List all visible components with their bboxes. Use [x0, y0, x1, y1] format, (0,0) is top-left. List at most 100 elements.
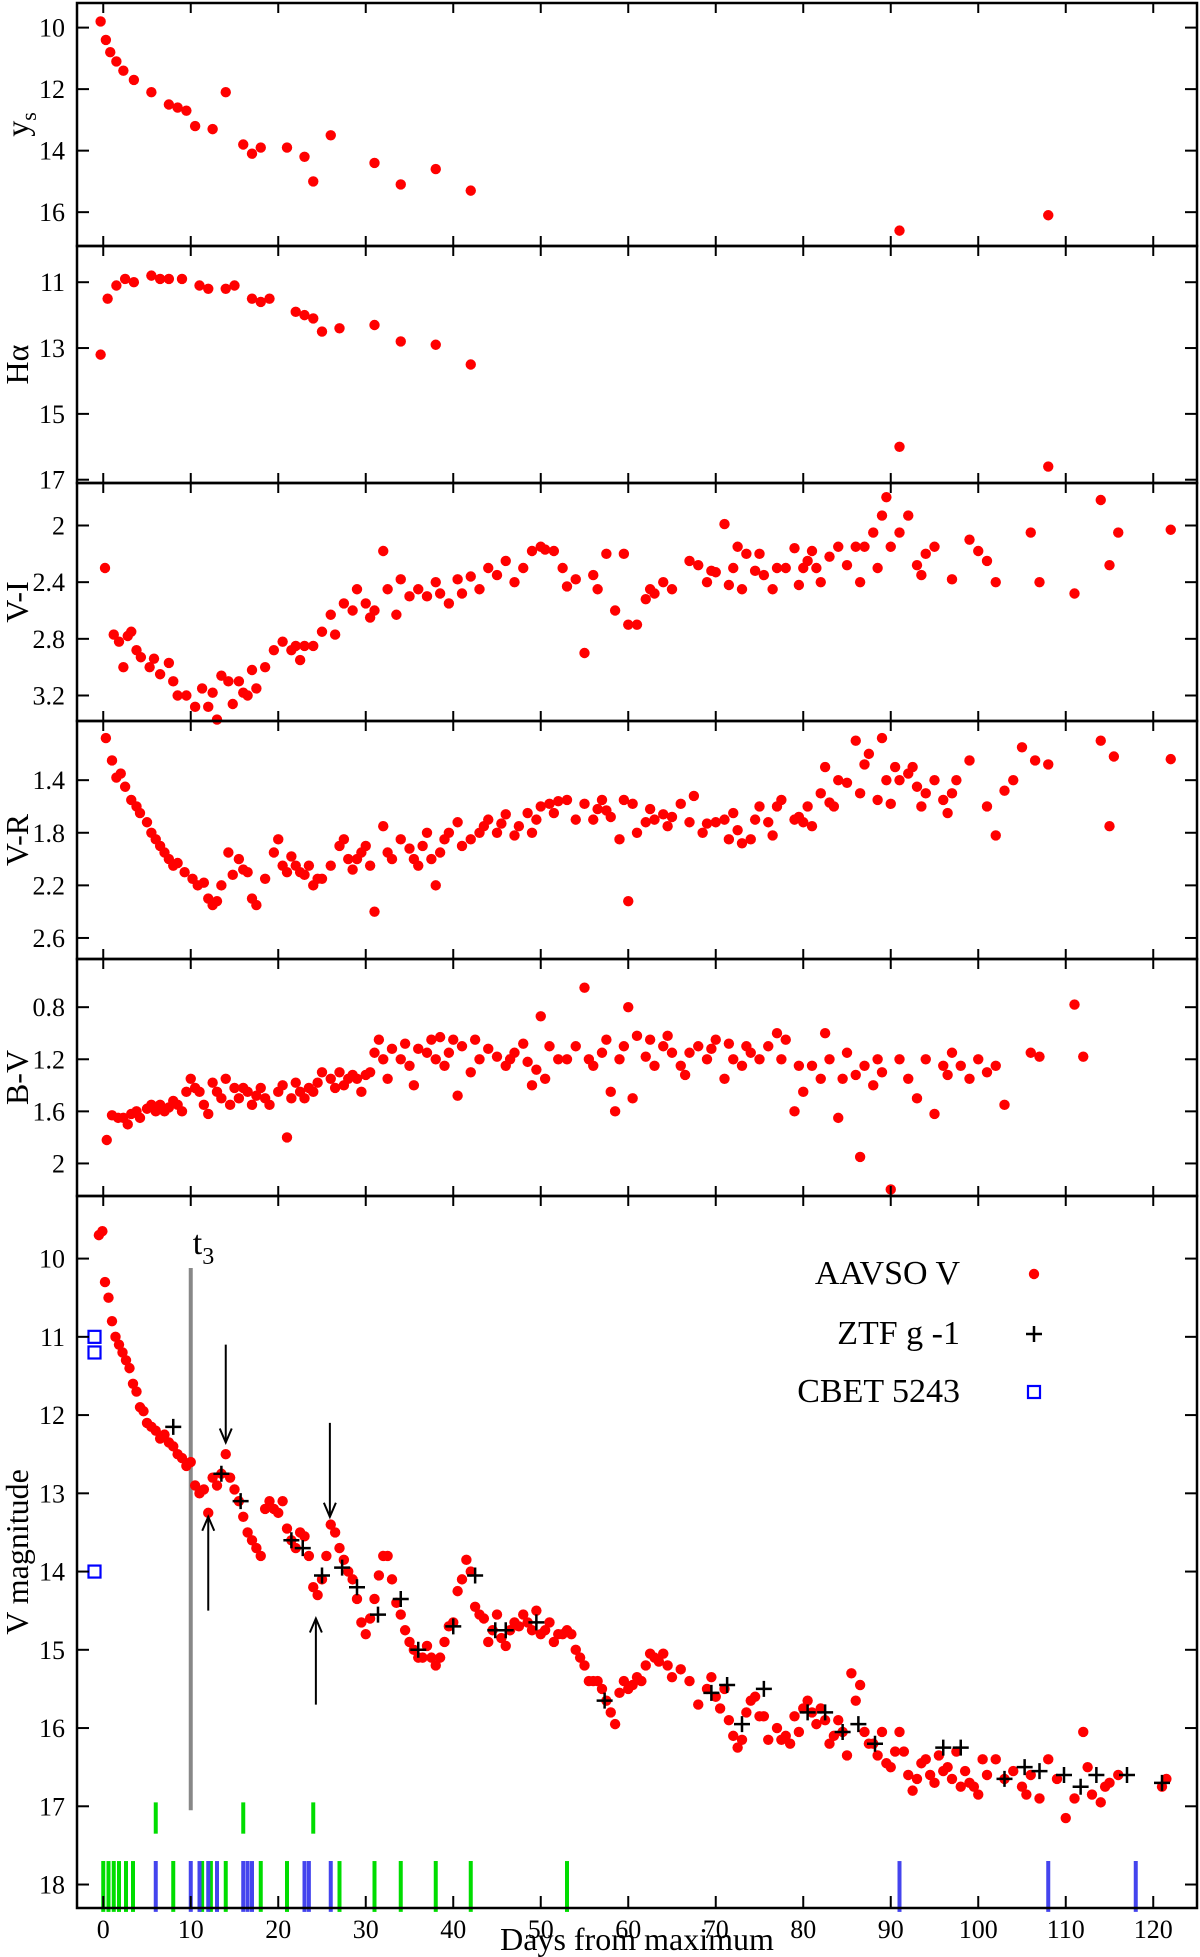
aavso-v-point — [131, 1386, 142, 1397]
vr-point — [684, 817, 695, 828]
vr-point — [443, 827, 455, 838]
bv-point — [929, 1108, 940, 1120]
vr-point — [658, 809, 669, 820]
aavso-v-point — [238, 1511, 249, 1522]
vr-point — [268, 847, 280, 858]
bv-point — [614, 1054, 625, 1065]
vi-point — [579, 647, 590, 659]
aavso-v-point — [1051, 1773, 1063, 1785]
vr-point — [273, 834, 284, 845]
vr-point — [500, 809, 511, 820]
bv-point — [666, 1047, 678, 1058]
vr-ytick-label: 1.4 — [33, 766, 66, 795]
aavso-v-point — [798, 1703, 809, 1714]
ha-point — [334, 323, 345, 334]
vr-point — [227, 869, 238, 881]
vr-point — [736, 838, 748, 849]
aavso-v-point — [264, 1495, 275, 1507]
bv-point — [789, 1106, 800, 1117]
vi-point — [1095, 494, 1106, 506]
ztf-g-point — [314, 1567, 330, 1584]
aavso-v-point — [303, 1550, 315, 1562]
bv-point — [246, 1099, 258, 1111]
ha-point — [316, 326, 328, 337]
vi-point — [351, 584, 363, 595]
vi-point — [719, 518, 730, 530]
aavso-v-point — [220, 1448, 231, 1460]
ztf-g-point — [232, 1493, 249, 1510]
ha-point — [308, 313, 319, 324]
ha-ylabel-main: Hα — [0, 344, 35, 384]
vi-point — [723, 579, 735, 591]
vr-point — [754, 801, 765, 812]
aavso-v-point — [308, 1582, 319, 1593]
aavso-v-point — [150, 1425, 161, 1436]
vr-point — [662, 820, 673, 832]
ztf-g-point — [1088, 1766, 1105, 1783]
ztf-g-point — [1119, 1766, 1135, 1783]
bv-point — [771, 1028, 783, 1039]
bv-point — [938, 1060, 949, 1071]
ztf-g-point — [1056, 1766, 1072, 1783]
vr-point — [916, 801, 927, 812]
aavso-v-point — [386, 1574, 398, 1585]
vi-point — [290, 640, 301, 652]
bv-point — [531, 1064, 542, 1075]
vi-point — [570, 574, 581, 585]
bv-ytick-label: 1.6 — [33, 1097, 66, 1126]
aavso-v-point — [203, 1507, 214, 1519]
bv-point — [522, 1056, 533, 1068]
vi-point — [640, 593, 651, 605]
vr-point — [881, 774, 892, 786]
bv-point — [631, 1030, 643, 1042]
aavso-v-point — [636, 1675, 647, 1687]
vi-point — [430, 576, 441, 588]
vi-point — [316, 626, 328, 637]
aavso-v-point — [456, 1574, 468, 1585]
ha-point — [154, 273, 166, 285]
ztf-g-point — [935, 1739, 952, 1756]
bv-point — [181, 1086, 192, 1098]
ha-point — [119, 273, 131, 285]
aavso-v-point — [127, 1378, 139, 1389]
bv-point — [251, 1090, 262, 1101]
aavso-v-point — [640, 1660, 651, 1671]
ha-point — [146, 270, 157, 281]
aavso-v-point — [977, 1754, 988, 1765]
vr-point — [1095, 735, 1106, 746]
vi-point — [113, 636, 125, 647]
aavso-v-point — [251, 1542, 262, 1554]
vi-point — [509, 576, 520, 588]
ha-point — [102, 293, 113, 304]
aavso-v-point — [789, 1711, 800, 1722]
ztf-g-point — [467, 1567, 484, 1584]
bv-point — [233, 1093, 245, 1104]
vr-point — [942, 807, 953, 819]
vi-point — [395, 574, 406, 585]
vi-point — [99, 562, 111, 574]
bv-point — [413, 1043, 424, 1055]
ys-point — [395, 179, 406, 190]
x-tick-label: 30 — [353, 1915, 379, 1944]
aavso-v-point — [168, 1441, 179, 1452]
vr-point — [920, 788, 931, 799]
vi-point — [325, 609, 336, 620]
vi-point — [815, 576, 826, 588]
vi-point — [548, 545, 560, 557]
vi-point — [859, 541, 870, 552]
bv-point — [841, 1047, 853, 1058]
ys-ytick-label: 10 — [39, 14, 65, 43]
ztf-g-point — [370, 1606, 386, 1623]
aavso-v-point — [185, 1456, 196, 1468]
bv-point — [448, 1034, 459, 1045]
ys-ylabel-main: y — [0, 121, 35, 137]
aavso-v-point — [478, 1613, 490, 1624]
vr-point — [483, 814, 494, 825]
bv-point — [894, 1054, 905, 1065]
bv-point — [452, 1090, 463, 1101]
vr-point — [1008, 774, 1019, 786]
ys-point — [189, 120, 201, 132]
vi-point — [811, 562, 822, 574]
vr-point — [216, 880, 227, 891]
aavso-v-point — [872, 1750, 883, 1761]
